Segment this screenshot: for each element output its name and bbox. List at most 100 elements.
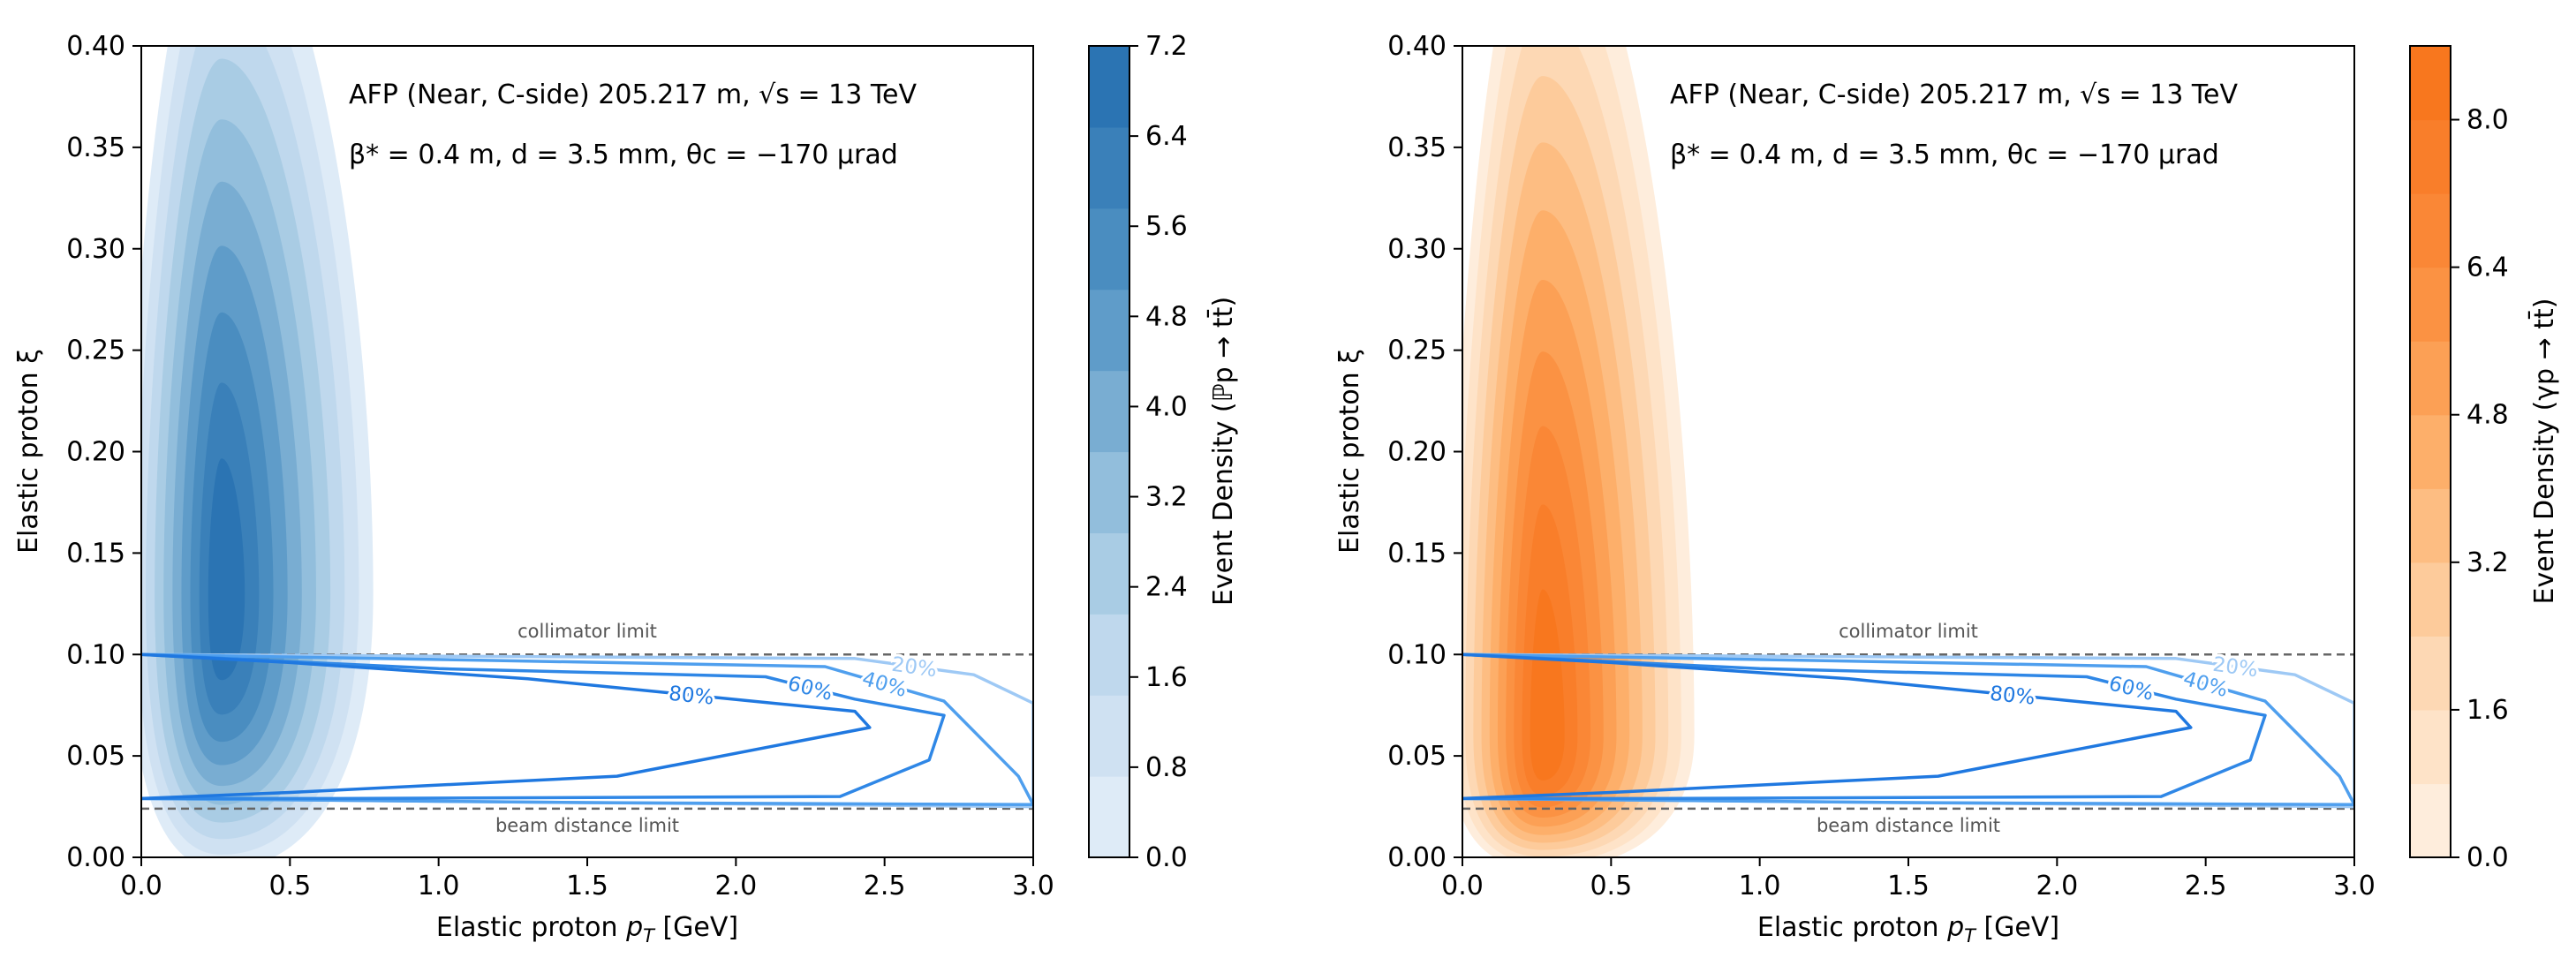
colorbar-label: Event Density (γp → tt̄) [2528,298,2560,604]
colorbar [2410,46,2451,858]
colorbar-segment-9 [2410,119,2451,194]
y-tick-label: 0.10 [66,639,125,670]
colorbar-segment-6 [2410,341,2451,416]
colorbar-segment-1 [1089,695,1129,777]
acceptance-contour-40pct [141,652,1033,807]
acceptance-label-80pct: 80% [1989,683,2036,710]
x-tick-label: 1.0 [418,871,460,901]
x-axis-ticks: 0.0 0.5 1.0 1.5 2.0 2.5 3.0 [120,857,1054,901]
x-tick-label: 1.5 [1887,871,1930,901]
annotation-line-1: AFP (Near, C-side) 205.217 m, √s = 13 Te… [1670,79,2239,110]
colorbar-tick-label: 8.0 [2466,105,2509,136]
colorbar-tick-label: 6.4 [1145,121,1188,152]
x-axis-ticks: 0.0 0.5 1.0 1.5 2.0 2.5 3.0 [1441,857,2376,901]
colorbar-frame [1088,45,1130,858]
colorbar-segment-7 [2410,267,2451,342]
collimator-limit-label: collimator limit [1839,621,1978,642]
density-band-10 [1530,589,1565,781]
colorbar-ticks: 0.0 1.6 3.2 4.8 6.4 8.0 [2451,105,2509,873]
annotation-line-2: β* = 0.4 m, d = 3.5 mm, θc = −170 μrad [349,140,898,170]
colorbar-segment-4 [2410,488,2451,563]
density-band-9 [208,458,246,681]
acceptance-contour-60pct [141,652,946,801]
y-tick-label: 0.00 [66,842,125,873]
x-tick-label: 1.0 [1739,871,1781,901]
colorbar-label: Event Density (ℙp → tt̄) [1207,297,1239,606]
colorbar-tick-label: 4.8 [1145,301,1188,332]
colorbar-segment-8 [2410,193,2451,268]
annotation-line-2: β* = 0.4 m, d = 3.5 mm, θc = −170 μrad [1670,140,2219,170]
y-tick-label: 0.20 [1387,437,1447,468]
colorbar-segment-3 [1089,532,1129,615]
colorbar-segment-1 [2410,709,2451,785]
x-tick-label: 2.5 [2185,871,2227,901]
x-tick-label: 1.5 [566,871,608,901]
beam-distance-limit-label: beam distance limit [495,815,679,836]
colorbar-tick-label: 3.2 [2466,547,2509,578]
x-tick-label: 0.5 [268,871,311,901]
y-tick-label: 0.15 [66,538,125,569]
annotation-line-1: AFP (Near, C-side) 205.217 m, √s = 13 Te… [349,79,918,110]
colorbar-tick-label: 5.6 [1145,211,1188,242]
colorbar [1089,46,1129,858]
y-tick-label: 0.35 [1387,132,1447,163]
colorbar-segment-8 [1089,126,1129,209]
colorbar-tick-label: 2.4 [1145,572,1188,603]
x-tick-label: 0.5 [1590,871,1632,901]
y-tick-label: 0.05 [66,741,125,772]
y-tick-label: 0.00 [1387,842,1447,873]
acceptance-contour-80pct [1462,652,2193,801]
x-tick-label: 2.5 [864,871,906,901]
colorbar-segment-9 [1089,46,1129,128]
y-tick-label: 0.30 [66,234,125,265]
beam-distance-limit-label: beam distance limit [1817,815,2000,836]
y-axis-label: Elastic proton ξ [1334,349,1365,554]
colorbar-tick-label: 1.6 [2466,695,2509,726]
colorbar-tick-label: 0.8 [1145,752,1188,783]
colorbar-tick-label: 4.8 [2466,400,2509,431]
colorbar-segment-5 [1089,370,1129,453]
colorbar-tick-label: 0.0 [1145,842,1188,873]
acceptance-contour-40pct [1462,652,2354,807]
colorbar-tick-label: 0.0 [2466,842,2509,873]
acceptance-contour-80pct [141,652,872,801]
x-tick-label: 0.0 [1441,871,1484,901]
colorbar-segment-0 [1089,776,1129,858]
y-tick-label: 0.05 [1387,741,1447,772]
colorbar-tick-label: 1.6 [1145,662,1188,693]
y-tick-label: 0.25 [66,336,125,366]
x-tick-label: 2.0 [714,871,757,901]
y-tick-label: 0.30 [1387,234,1447,265]
x-tick-label: 0.0 [120,871,162,901]
acceptance-contours [141,652,1033,809]
x-tick-label: 2.0 [2036,871,2078,901]
colorbar-segment-2 [1089,614,1129,696]
colorbar-ticks: 0.0 0.8 1.6 2.4 3.2 4.0 4.8 5.6 6.4 7.2 [1129,31,1188,873]
y-axis-ticks: 0.00 0.05 0.10 0.15 0.20 0.25 0.30 0.35 0.40 [66,31,141,873]
collimator-limit-label: collimator limit [517,621,657,642]
x-tick-label: 3.0 [2333,871,2376,901]
y-tick-label: 0.25 [1387,336,1447,366]
colorbar-tick-label: 7.2 [1145,31,1188,62]
x-axis-label: Elastic proton pT [GeV] [1757,912,2059,947]
y-axis-ticks: 0.00 0.05 0.10 0.15 0.20 0.25 0.30 0.35 0.40 [1387,31,1462,873]
acceptance-label-20pct: 20% [2211,653,2259,683]
acceptance-contour-60pct [1462,652,2267,801]
y-tick-label: 0.20 [66,437,125,468]
y-tick-label: 0.15 [1387,538,1447,569]
colorbar-segment-7 [1089,207,1129,290]
x-axis-label: Elastic proton pT [GeV] [436,912,738,947]
colorbar-segment-10 [2410,46,2451,121]
colorbar-frame [2409,45,2451,858]
colorbar-segment-4 [1089,451,1129,533]
colorbar-segment-0 [2410,783,2451,858]
colorbar-segment-5 [2410,414,2451,489]
y-axis-label: Elastic proton ξ [13,349,44,554]
colorbar-segment-3 [2410,562,2451,637]
acceptance-contours [1462,652,2354,809]
acceptance-contour-20pct [141,652,1033,809]
y-tick-label: 0.10 [1387,639,1447,670]
colorbar-tick-label: 3.2 [1145,482,1188,513]
colorbar-tick-label: 6.4 [2466,253,2509,283]
